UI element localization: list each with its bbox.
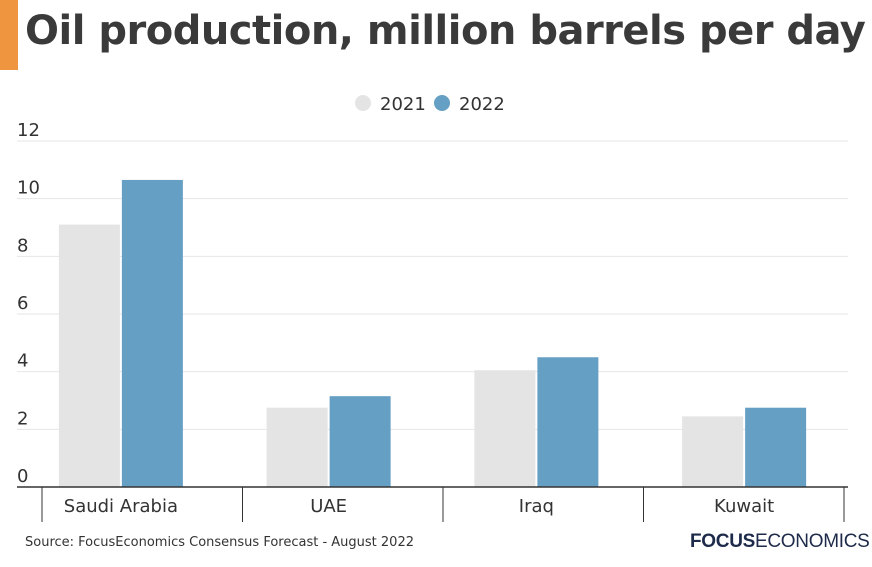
legend-label-2022: 2022 bbox=[459, 94, 505, 115]
y-axis-ticks: 0 2 4 6 8 10 12 bbox=[17, 120, 40, 487]
x-axis: Saudi Arabia UAE Iraq Kuwait bbox=[17, 486, 848, 522]
bar-2022 bbox=[745, 407, 807, 487]
bar-2021 bbox=[474, 370, 536, 487]
bar-2022 bbox=[537, 357, 599, 487]
accent-bar bbox=[0, 0, 18, 70]
y-tick-label: 4 bbox=[17, 351, 28, 372]
y-tick-label: 0 bbox=[17, 466, 28, 487]
focuseconomics-logo: FOCUSECONOMICS bbox=[690, 531, 870, 553]
bars bbox=[58, 179, 807, 488]
bar-2021 bbox=[58, 224, 120, 487]
source-note: Source: FocusEconomics Consensus Forecas… bbox=[25, 535, 414, 550]
chart-title: Oil production, million barrels per day bbox=[25, 8, 866, 54]
y-tick-label: 2 bbox=[17, 408, 28, 429]
bar-2022 bbox=[121, 179, 183, 488]
y-tick-label: 8 bbox=[17, 235, 28, 256]
bar-2021 bbox=[266, 407, 328, 487]
x-category-label: Iraq bbox=[519, 496, 554, 517]
legend: 2021 2022 bbox=[355, 94, 505, 115]
legend-marker-2022 bbox=[434, 95, 450, 111]
y-tick-label: 10 bbox=[17, 178, 40, 199]
x-category-label: Kuwait bbox=[714, 496, 774, 517]
x-category-label: UAE bbox=[310, 496, 347, 517]
logo-regular-text: ECONOMICS bbox=[755, 531, 870, 552]
bar-2022 bbox=[329, 396, 391, 487]
legend-label-2021: 2021 bbox=[380, 94, 426, 115]
x-category-label: Saudi Arabia bbox=[64, 496, 178, 517]
y-tick-label: 6 bbox=[17, 293, 28, 314]
bar-2021 bbox=[682, 416, 744, 487]
bar-chart: 0 2 4 6 8 10 12 Saudi Arabia UAE Iraq Kuwait 2021… bbox=[17, 94, 848, 522]
logo-bold-text: FOCUS bbox=[690, 531, 756, 552]
legend-marker-2021 bbox=[355, 95, 371, 111]
y-tick-label: 12 bbox=[17, 120, 40, 141]
